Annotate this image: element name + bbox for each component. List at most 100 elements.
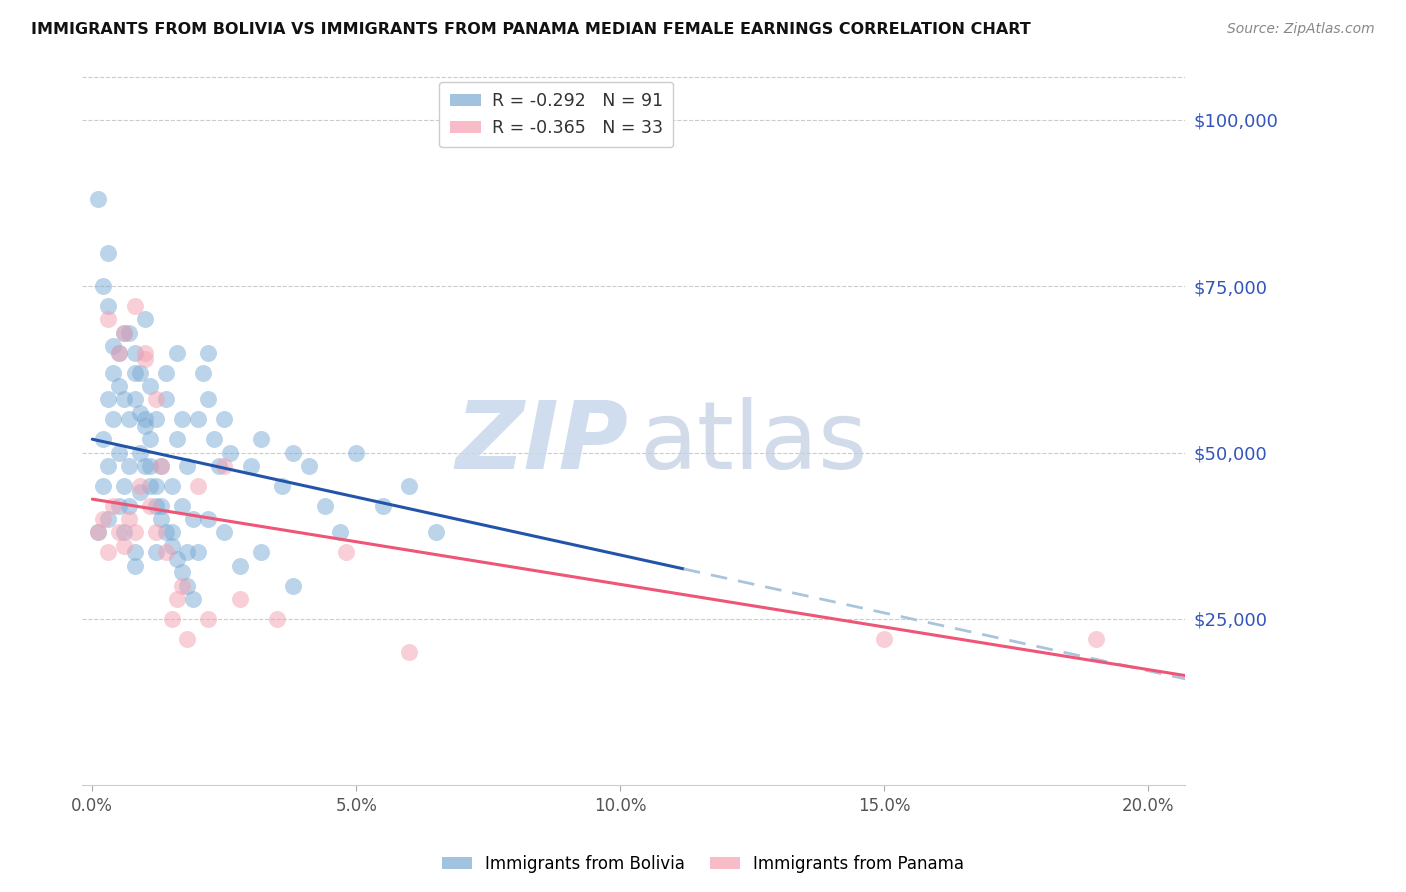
Point [134, 345, 156, 359]
Point [149, 458, 172, 473]
Point [97, 299, 120, 313]
Point [281, 579, 304, 593]
Point [425, 525, 447, 540]
Point [149, 512, 172, 526]
Point [139, 458, 162, 473]
Point [134, 352, 156, 367]
Point [124, 525, 146, 540]
Point [139, 379, 162, 393]
Text: Source: ZipAtlas.com: Source: ZipAtlas.com [1227, 22, 1375, 37]
Text: IMMIGRANTS FROM BOLIVIA VS IMMIGRANTS FROM PANAMA MEDIAN FEMALE EARNINGS CORRELA: IMMIGRANTS FROM BOLIVIA VS IMMIGRANTS FR… [31, 22, 1031, 37]
Point [344, 445, 367, 459]
Point [128, 479, 150, 493]
Point [128, 406, 150, 420]
Point [139, 432, 162, 446]
Point [160, 479, 183, 493]
Point [176, 579, 198, 593]
Point [155, 392, 177, 407]
Point [149, 499, 172, 513]
Point [86, 193, 108, 207]
Point [91, 479, 114, 493]
Point [124, 392, 146, 407]
Point [134, 458, 156, 473]
Legend: Immigrants from Bolivia, Immigrants from Panama: Immigrants from Bolivia, Immigrants from… [434, 848, 972, 880]
Point [112, 479, 135, 493]
Point [124, 299, 146, 313]
Point [97, 392, 120, 407]
Point [112, 392, 135, 407]
Point [218, 445, 240, 459]
Point [118, 326, 141, 340]
Text: atlas: atlas [640, 398, 868, 490]
Point [145, 392, 167, 407]
Point [134, 412, 156, 426]
Point [208, 458, 231, 473]
Point [187, 545, 209, 559]
Point [107, 499, 129, 513]
Point [239, 458, 262, 473]
Point [91, 432, 114, 446]
Point [103, 366, 125, 380]
Point [873, 632, 896, 646]
Point [176, 458, 198, 473]
Point [145, 545, 167, 559]
Point [371, 499, 394, 513]
Point [112, 525, 135, 540]
Point [176, 632, 198, 646]
Point [170, 566, 193, 580]
Point [112, 326, 135, 340]
Point [187, 412, 209, 426]
Point [118, 458, 141, 473]
Point [112, 539, 135, 553]
Point [176, 545, 198, 559]
Point [155, 545, 177, 559]
Point [329, 525, 352, 540]
Point [170, 499, 193, 513]
Point [398, 479, 420, 493]
Point [1084, 632, 1107, 646]
Point [118, 412, 141, 426]
Point [166, 552, 188, 566]
Point [107, 345, 129, 359]
Point [166, 592, 188, 607]
Point [97, 312, 120, 326]
Point [124, 558, 146, 573]
Point [197, 345, 219, 359]
Point [118, 499, 141, 513]
Point [91, 512, 114, 526]
Point [103, 499, 125, 513]
Point [202, 432, 225, 446]
Point [170, 579, 193, 593]
Point [181, 512, 204, 526]
Point [86, 525, 108, 540]
Point [229, 592, 252, 607]
Point [166, 432, 188, 446]
Point [197, 512, 219, 526]
Point [314, 499, 336, 513]
Point [160, 525, 183, 540]
Point [197, 392, 219, 407]
Point [118, 512, 141, 526]
Point [124, 345, 146, 359]
Point [229, 558, 252, 573]
Point [139, 499, 162, 513]
Point [107, 525, 129, 540]
Point [107, 445, 129, 459]
Point [149, 458, 172, 473]
Point [197, 612, 219, 626]
Point [124, 545, 146, 559]
Point [134, 418, 156, 433]
Point [170, 412, 193, 426]
Point [97, 512, 120, 526]
Point [128, 485, 150, 500]
Point [145, 499, 167, 513]
Point [91, 279, 114, 293]
Point [214, 412, 236, 426]
Point [103, 339, 125, 353]
Point [187, 479, 209, 493]
Point [139, 479, 162, 493]
Legend: R = -0.292   N = 91, R = -0.365   N = 33: R = -0.292 N = 91, R = -0.365 N = 33 [440, 82, 673, 147]
Point [298, 458, 321, 473]
Point [107, 379, 129, 393]
Point [134, 312, 156, 326]
